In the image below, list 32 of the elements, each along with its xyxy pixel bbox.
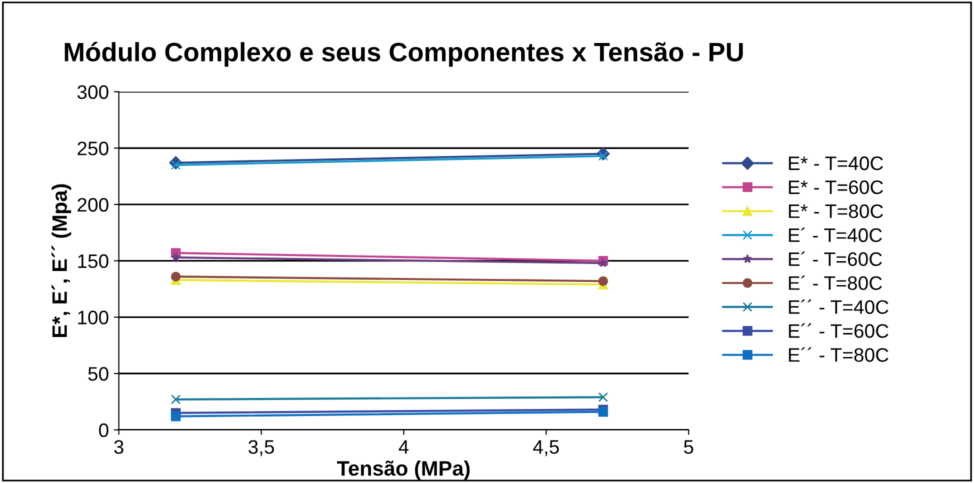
legend-label: E´´ - T=80C (788, 347, 888, 362)
x-tick-label: 5 (684, 440, 694, 454)
legend-label: E´´ - T=40C (788, 299, 888, 314)
y-tick-label: 150 (78, 254, 108, 268)
x-axis-title: Tensão (MPa) (337, 460, 470, 480)
legend-label: E´´ - T=60C (788, 323, 888, 338)
point (171, 252, 180, 262)
x-tick-label: 3 (114, 440, 124, 454)
y-tick-label: 200 (78, 198, 108, 212)
point (598, 406, 608, 417)
chart-title: Módulo Complexo e seus Componentes x Tensão - PU (64, 42, 743, 67)
x-tick-label: 3,5 (248, 440, 274, 456)
point (598, 276, 608, 286)
point (598, 258, 608, 268)
y-axis-title: E*, E´, E´´ (Mpa) (52, 184, 72, 337)
legend-label: E´ - T=60C (788, 252, 882, 266)
x-tick-label: 4 (398, 440, 409, 454)
y-tick-label: 300 (77, 85, 108, 100)
y-tick-label: 50 (88, 366, 108, 381)
point (170, 394, 181, 404)
legend-label: E* - T=80C (788, 204, 884, 218)
x-tick-label: 4,5 (533, 440, 559, 456)
legend-label: E* - T=60C (788, 180, 884, 194)
y-tick-label: 100 (78, 310, 108, 324)
legend-label: E´ - T=80C (788, 275, 882, 290)
legend-label: E* - T=40C (788, 156, 884, 170)
y-tick-label: 250 (78, 142, 108, 156)
y-tick-label: 0 (99, 423, 108, 438)
point (170, 411, 181, 422)
point (170, 272, 181, 282)
legend-label: E´ - T=40C (788, 228, 882, 242)
point (598, 392, 608, 402)
